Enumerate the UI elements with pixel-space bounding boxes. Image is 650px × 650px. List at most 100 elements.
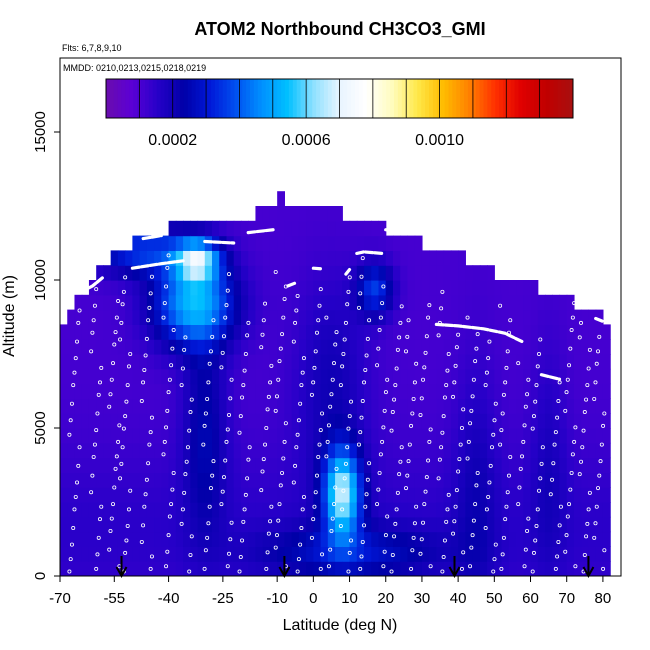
colorbar-swatch	[144, 79, 150, 118]
field-cell	[226, 561, 235, 576]
x-tick-label: 80	[595, 590, 612, 607]
sample-point	[563, 549, 568, 554]
field-cell	[183, 561, 191, 576]
field-cell	[132, 294, 141, 311]
sample-point	[392, 534, 397, 539]
field-cell	[277, 206, 285, 222]
field-cell	[588, 324, 597, 340]
field-cell	[400, 250, 409, 266]
sample-point	[390, 552, 395, 557]
field-cell	[501, 561, 510, 576]
sample-point	[395, 490, 400, 495]
sample-point	[491, 432, 496, 437]
field-cell	[183, 502, 191, 518]
sample-point	[428, 427, 433, 432]
sample-point	[597, 473, 602, 478]
field-cell	[197, 250, 206, 266]
field-cell	[335, 428, 343, 444]
field-cell	[487, 487, 495, 503]
field-cell	[132, 502, 141, 518]
sample-point	[316, 455, 321, 460]
sample-point	[318, 428, 323, 433]
field-cell	[566, 546, 575, 562]
sample-point	[149, 554, 154, 559]
field-cell	[313, 324, 322, 340]
field-cell	[356, 442, 365, 459]
field-cell	[103, 428, 112, 444]
field-cell	[168, 457, 177, 473]
field-cell	[117, 309, 126, 325]
field-cell	[436, 502, 445, 518]
field-cell	[269, 487, 278, 503]
field-cell	[154, 487, 162, 503]
colorbar-swatch	[347, 79, 352, 118]
field-cell	[544, 561, 553, 576]
field-cell	[306, 531, 314, 547]
field-cell	[392, 561, 401, 576]
sample-point	[506, 473, 511, 478]
field-cell	[552, 516, 561, 533]
colorbar-swatch	[436, 79, 442, 118]
sample-point	[411, 535, 416, 540]
colorbar-tick-label: 0.0010	[415, 132, 464, 149]
sample-point	[538, 337, 543, 342]
flight-track	[572, 287, 591, 294]
field-cell	[197, 398, 206, 414]
field-cell	[146, 502, 155, 518]
sample-point	[162, 439, 167, 444]
field-cell	[284, 220, 293, 237]
field-cell	[335, 502, 343, 518]
field-cell	[371, 354, 380, 370]
sample-point	[484, 507, 489, 512]
colorbar-swatch	[339, 79, 344, 118]
field-cell	[74, 398, 83, 414]
field-cell	[154, 546, 162, 562]
field-cell	[443, 368, 452, 385]
sample-point	[116, 439, 121, 444]
field-cell	[139, 413, 148, 429]
field-cell	[81, 516, 90, 533]
field-cell	[183, 280, 191, 296]
flight-track	[344, 268, 352, 276]
field-cell	[385, 250, 394, 266]
field-cell	[125, 561, 133, 576]
sample-point	[418, 551, 423, 556]
field-cell	[248, 472, 257, 488]
sample-point	[585, 521, 590, 526]
sample-point	[123, 550, 128, 555]
field-cell	[530, 354, 539, 370]
field-cell	[530, 294, 539, 311]
field-cell	[479, 531, 488, 547]
field-cell	[335, 354, 343, 370]
sample-point	[503, 517, 508, 522]
sample-point	[221, 334, 226, 339]
field-cell	[588, 354, 597, 370]
field-cell	[313, 354, 322, 370]
field-cell	[537, 398, 546, 414]
field-cell	[110, 250, 119, 266]
field-cell	[313, 428, 322, 444]
field-cell	[465, 428, 474, 444]
field-cell	[262, 516, 271, 533]
sample-point	[202, 423, 207, 428]
field-cell	[602, 457, 611, 473]
sample-point	[453, 504, 458, 509]
field-cell	[96, 561, 105, 576]
sample-point	[68, 557, 73, 562]
field-cell	[458, 487, 466, 503]
field-cell	[139, 457, 148, 473]
field-cell	[132, 235, 141, 251]
field-cell	[349, 368, 358, 385]
field-cell	[67, 368, 76, 385]
sample-point	[570, 452, 575, 457]
field-cell	[458, 502, 466, 518]
field-cell	[523, 472, 532, 488]
field-cell	[465, 280, 474, 296]
field-cell	[508, 354, 517, 370]
field-cell	[414, 487, 423, 503]
field-cell	[392, 487, 401, 503]
colorbar-swatch	[565, 79, 570, 118]
field-cell	[88, 516, 97, 533]
field-cell	[400, 442, 409, 459]
sample-point	[108, 392, 113, 397]
